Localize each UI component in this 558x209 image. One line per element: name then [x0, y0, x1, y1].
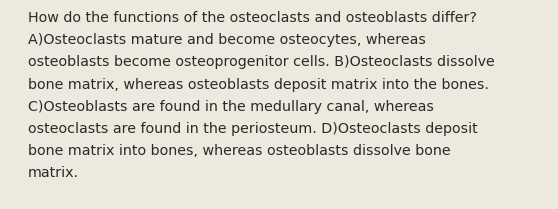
Text: osteoblasts become osteoprogenitor cells. B)Osteoclasts dissolve: osteoblasts become osteoprogenitor cells…	[28, 55, 495, 69]
Text: bone matrix into bones, whereas osteoblasts dissolve bone: bone matrix into bones, whereas osteobla…	[28, 144, 451, 158]
Text: A)Osteoclasts mature and become osteocytes, whereas: A)Osteoclasts mature and become osteocyt…	[28, 33, 426, 47]
Text: osteoclasts are found in the periosteum. D)Osteoclasts deposit: osteoclasts are found in the periosteum.…	[28, 122, 478, 136]
Text: bone matrix, whereas osteoblasts deposit matrix into the bones.: bone matrix, whereas osteoblasts deposit…	[28, 78, 489, 92]
Text: C)Osteoblasts are found in the medullary canal, whereas: C)Osteoblasts are found in the medullary…	[28, 100, 434, 114]
Text: matrix.: matrix.	[28, 166, 79, 180]
Text: How do the functions of the osteoclasts and osteoblasts differ?: How do the functions of the osteoclasts …	[28, 11, 477, 25]
